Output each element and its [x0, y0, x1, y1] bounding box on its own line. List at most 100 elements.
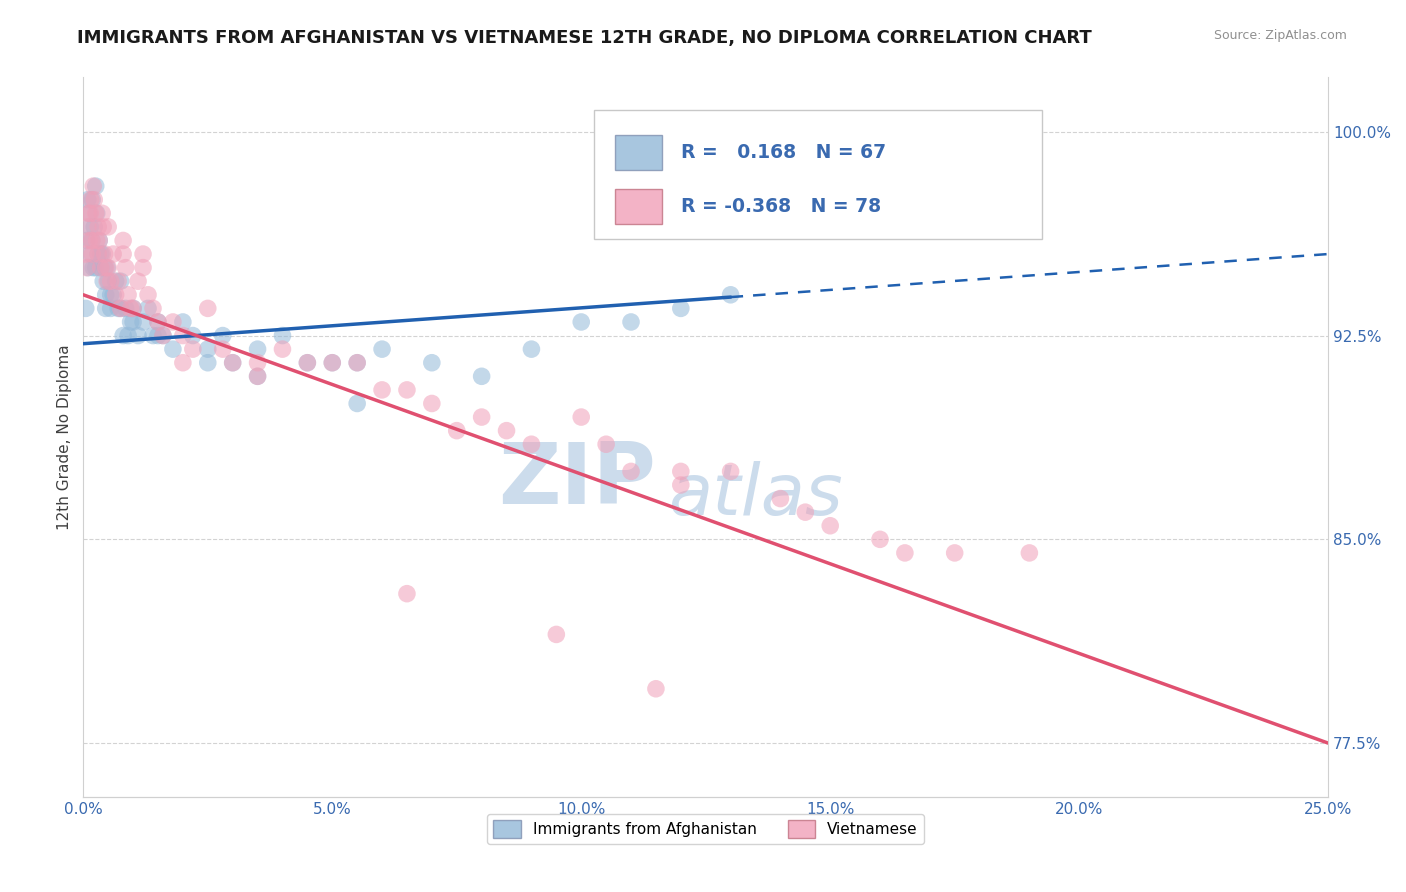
Point: [96, 260, 118, 275]
Point: [172, 315, 194, 329]
Point: [371, 342, 394, 356]
Point: [894, 546, 917, 560]
Point: [818, 518, 841, 533]
Point: [86, 206, 108, 220]
Point: [420, 356, 443, 370]
Point: [669, 464, 692, 478]
Point: [769, 491, 792, 506]
Text: atlas: atlas: [668, 460, 844, 530]
Point: [110, 301, 132, 316]
Point: [122, 301, 145, 316]
Point: [520, 342, 543, 356]
Point: [80, 234, 103, 248]
Point: [91, 247, 114, 261]
Point: [100, 274, 122, 288]
Point: [152, 328, 174, 343]
Point: [146, 315, 169, 329]
Point: [132, 260, 155, 275]
Point: [77, 206, 100, 220]
Point: [371, 383, 394, 397]
Point: [197, 356, 219, 370]
Point: [96, 274, 118, 288]
Point: [89, 234, 111, 248]
Point: [172, 356, 194, 370]
Legend: Immigrants from Afghanistan, Vietnamese: Immigrants from Afghanistan, Vietnamese: [488, 814, 924, 844]
Point: [122, 301, 145, 316]
Point: [346, 356, 368, 370]
Point: [211, 342, 233, 356]
Point: [346, 356, 368, 370]
Point: [80, 247, 103, 261]
Point: [93, 247, 115, 261]
Point: [271, 342, 294, 356]
Point: [112, 247, 135, 261]
Point: [76, 193, 98, 207]
Point: [94, 287, 117, 301]
Point: [720, 287, 742, 301]
Point: [97, 274, 120, 288]
Point: [221, 356, 243, 370]
Point: [132, 315, 155, 329]
Point: [84, 260, 107, 275]
Point: [136, 301, 159, 316]
Point: [142, 328, 165, 343]
Point: [77, 234, 100, 248]
Point: [152, 328, 174, 343]
Point: [101, 287, 124, 301]
Point: [197, 301, 219, 316]
Point: [87, 219, 110, 234]
Point: [76, 219, 98, 234]
Point: [82, 179, 104, 194]
Point: [117, 328, 139, 343]
Point: [104, 287, 127, 301]
Point: [83, 193, 105, 207]
Point: [162, 342, 184, 356]
Point: [211, 328, 233, 343]
Point: [79, 219, 101, 234]
Point: [869, 533, 891, 547]
Point: [76, 260, 98, 275]
Point: [146, 315, 169, 329]
Point: [246, 369, 269, 384]
Point: [595, 437, 617, 451]
Point: [86, 234, 108, 248]
Point: [76, 234, 98, 248]
Point: [120, 315, 142, 329]
Bar: [614, 189, 662, 224]
Point: [75, 247, 97, 261]
Point: [246, 369, 269, 384]
Point: [97, 219, 120, 234]
Point: [395, 383, 418, 397]
Point: [181, 328, 204, 343]
Point: [84, 179, 107, 194]
Point: [321, 356, 343, 370]
Point: [669, 301, 692, 316]
Point: [569, 315, 592, 329]
Text: ZIP: ZIP: [498, 439, 657, 522]
Point: [172, 328, 194, 343]
Point: [181, 342, 204, 356]
Point: [94, 301, 117, 316]
Point: [146, 328, 169, 343]
Point: [346, 396, 368, 410]
Point: [127, 274, 149, 288]
Point: [112, 328, 135, 343]
Point: [110, 301, 132, 316]
Point: [271, 328, 294, 343]
Point: [90, 260, 112, 275]
Point: [112, 234, 135, 248]
Point: [720, 464, 742, 478]
Point: [80, 193, 103, 207]
Point: [127, 328, 149, 343]
Point: [91, 206, 114, 220]
Point: [246, 342, 269, 356]
Point: [495, 424, 517, 438]
Point: [84, 206, 107, 220]
Point: [89, 234, 111, 248]
Point: [471, 410, 494, 425]
Point: [122, 315, 145, 329]
Point: [101, 247, 124, 261]
Point: [77, 206, 100, 220]
Point: [620, 315, 643, 329]
Point: [82, 247, 104, 261]
